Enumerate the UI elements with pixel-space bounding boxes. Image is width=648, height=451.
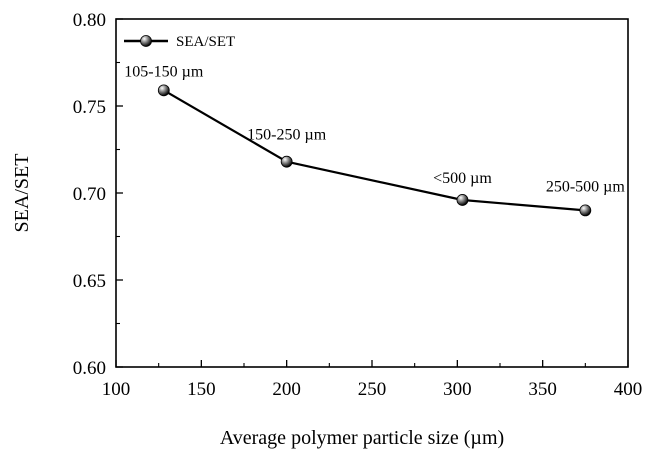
x-tick-label: 100 [102,379,131,400]
data-point [456,194,469,206]
x-tick-label: 200 [272,379,301,400]
x-axis-title: Average polymer particle size (µm) [220,427,504,449]
data-point [579,204,592,217]
y-tick-label: 0.70 [73,184,106,205]
data-point [157,84,170,97]
data-point-label: 250-500 µm [546,178,626,195]
x-tick-label: 400 [614,379,643,400]
x-tick-label: 150 [187,379,216,400]
legend-marker [140,35,152,47]
legend: SEA/SET [124,34,235,50]
data-point-label: 105-150 µm [124,63,204,80]
x-axis-ticks: 100 150 200 250 300 350 400 [102,360,643,400]
legend-label: SEA/SET [176,34,235,50]
x-tick-label: 350 [528,379,557,400]
y-tick-label: 0.80 [73,10,106,31]
data-point [280,155,293,168]
y-axis-ticks: 0.60 0.65 0.70 0.75 0.80 [73,10,123,379]
x-tick-label: 250 [358,379,387,400]
y-axis-title: SEA/SET [11,154,33,233]
series-layer: 105-150 µm 150-250 µm <500 µm 250-500 µm [124,63,626,217]
x-tick-label: 300 [443,379,472,400]
y-tick-label: 0.75 [73,97,106,118]
data-point-label: <500 µm [433,170,492,187]
y-tick-label: 0.60 [73,358,106,379]
data-point-label: 150-250 µm [247,127,327,144]
y-tick-label: 0.65 [73,271,106,292]
series-line [163,89,586,212]
